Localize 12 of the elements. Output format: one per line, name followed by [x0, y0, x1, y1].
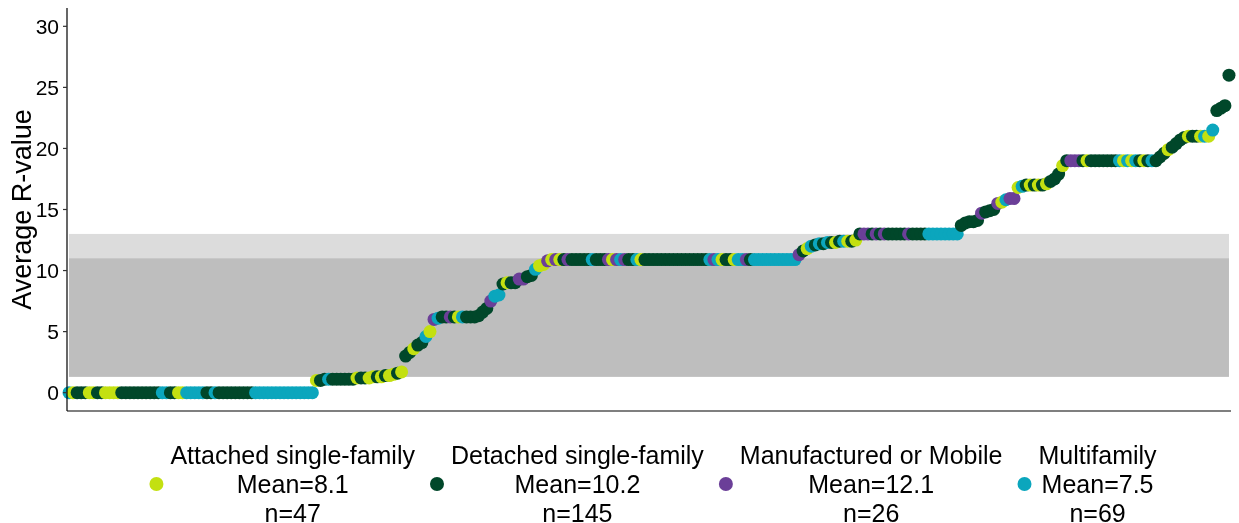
y-tick-label: 25 — [35, 75, 59, 99]
y-tick-label: 0 — [47, 381, 59, 405]
legend-label: Detached single-family Mean=10.2 n=145 — [450, 441, 705, 523]
y-tick-label: 10 — [35, 259, 59, 283]
legend-label: Attached single-family Mean=8.1 n=47 — [170, 441, 416, 523]
y-tick-label: 30 — [35, 14, 59, 38]
y-tick-label: 5 — [47, 320, 59, 344]
y-tick-label: 20 — [35, 136, 59, 160]
legend-label: Multifamily Mean=7.5 n=69 — [1038, 441, 1158, 523]
y-tick-label: 15 — [35, 198, 59, 221]
legend-label: Manufactured or Mobile Mean=12.1 n=26 — [739, 441, 1003, 523]
y-axis-title: Average R-value — [7, 109, 37, 310]
